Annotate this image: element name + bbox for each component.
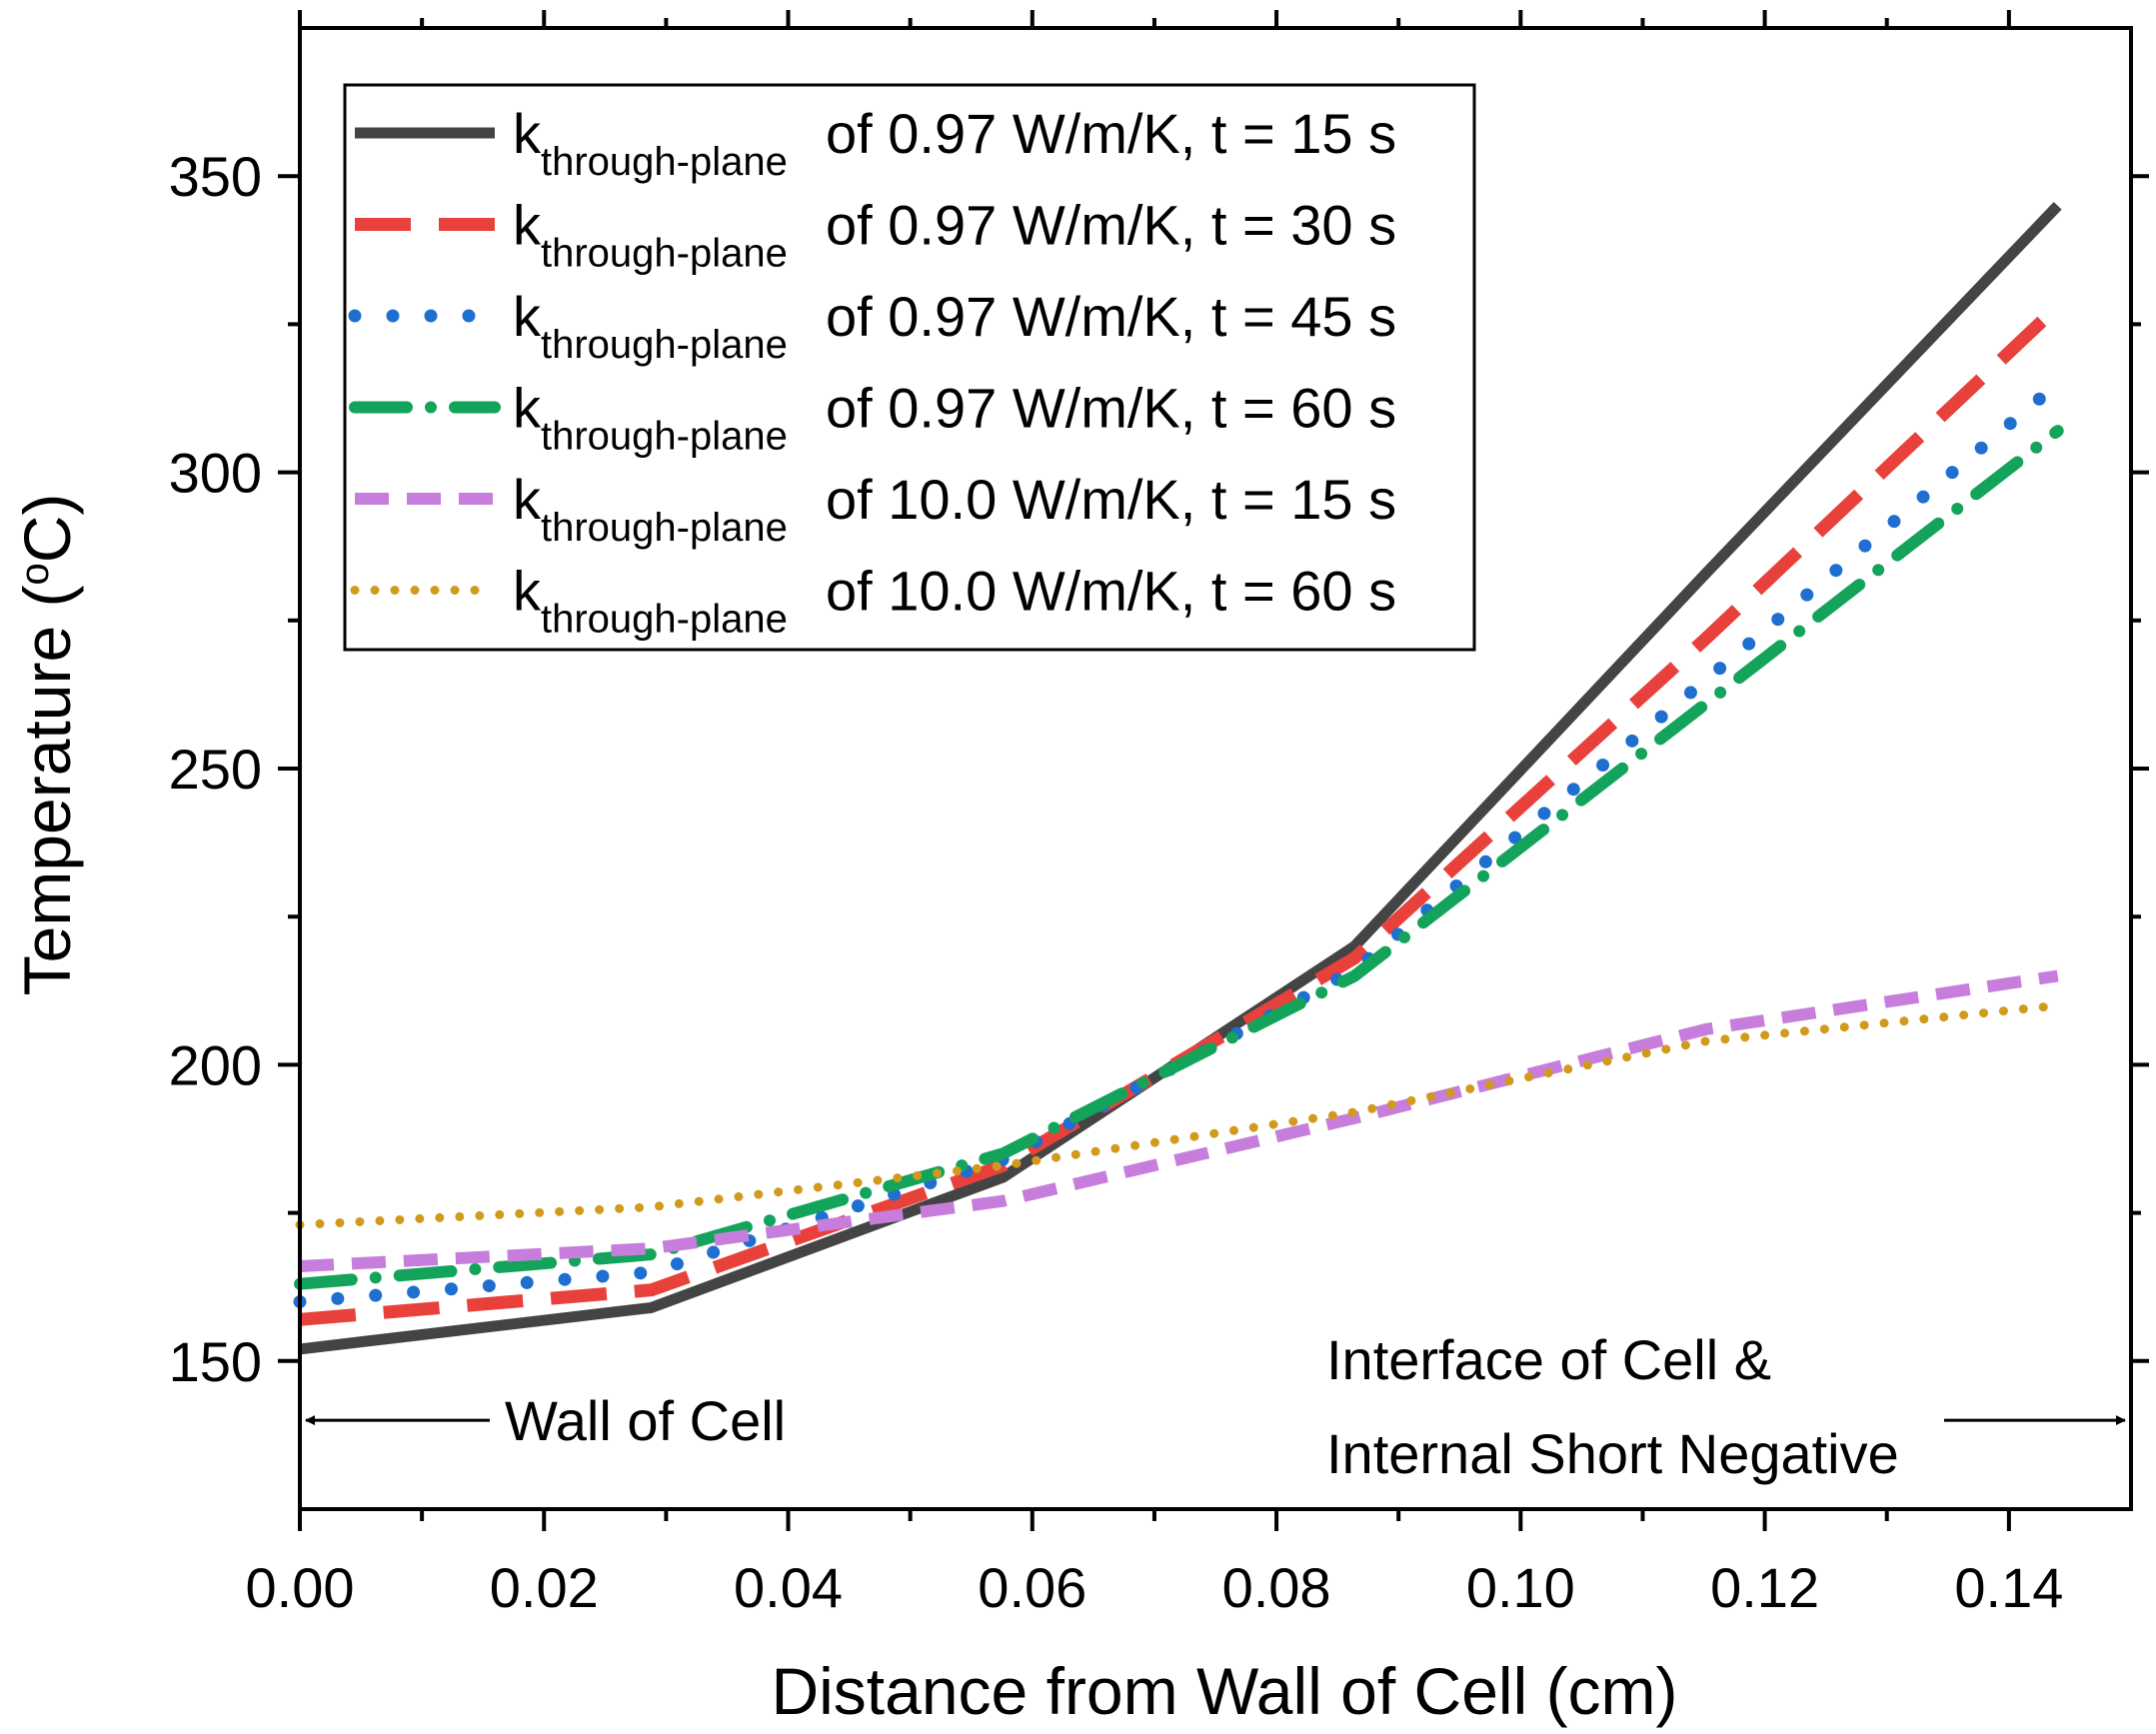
legend-label-5: kthrough-plane of 10.0 W/m/K, t = 15 s bbox=[513, 468, 1396, 550]
legend-k-subscript: through-plane bbox=[541, 598, 788, 642]
x-tick-label: 0.00 bbox=[246, 1556, 355, 1619]
legend-description: of 0.97 W/m/K, t = 15 s bbox=[826, 102, 1396, 165]
y-tick-label: 200 bbox=[169, 1033, 262, 1096]
annotation-layer: Wall of Cell Interface of Cell & Internal … bbox=[305, 1328, 2126, 1485]
legend-k-symbol: k bbox=[513, 468, 542, 531]
legend-k-subscript: through-plane bbox=[541, 323, 788, 367]
interface-label-line2: Internal Short Negative bbox=[1326, 1422, 1899, 1485]
legend-description: of 0.97 W/m/K, t = 45 s bbox=[826, 285, 1396, 348]
axes-layer: 0.00 0.02 0.04 0.06 0.08 0.10 0.12 0.14 150 200 25… bbox=[169, 10, 2149, 1619]
interface-label-line1: Interface of Cell & bbox=[1326, 1328, 1771, 1391]
legend-description: of 10.0 W/m/K, t = 60 s bbox=[826, 560, 1396, 623]
y-tick-label: 350 bbox=[169, 145, 262, 208]
y-tick-label: 250 bbox=[169, 738, 262, 801]
y-axis-title-unit: C) bbox=[10, 494, 84, 564]
legend-k-subscript: through-plane bbox=[541, 506, 788, 550]
series-line-4 bbox=[294, 425, 2064, 1290]
legend-label-2: kthrough-plane of 0.97 W/m/K, t = 30 s bbox=[513, 194, 1396, 276]
legend-k-symbol: k bbox=[513, 285, 542, 348]
legend: kthrough-plane of 0.97 W/m/K, t = 15 skth… bbox=[343, 83, 1476, 652]
legend-label-4: kthrough-plane of 0.97 W/m/K, t = 60 s bbox=[513, 377, 1396, 459]
x-tick-label: 0.10 bbox=[1466, 1556, 1575, 1619]
legend-label-6: kthrough-plane of 10.0 W/m/K, t = 60 s bbox=[513, 560, 1396, 642]
x-tick-label: 0.02 bbox=[490, 1556, 599, 1619]
legend-k-subscript: through-plane bbox=[541, 415, 788, 459]
legend-label-1: kthrough-plane of 0.97 W/m/K, t = 15 s bbox=[513, 102, 1396, 184]
legend-k-symbol: k bbox=[513, 102, 542, 165]
legend-description: of 0.97 W/m/K, t = 60 s bbox=[826, 377, 1396, 440]
legend-description: of 0.97 W/m/K, t = 30 s bbox=[826, 194, 1396, 257]
x-tick-label: 0.04 bbox=[734, 1556, 843, 1619]
x-tick-label: 0.14 bbox=[1954, 1556, 2063, 1619]
series-line-6 bbox=[295, 1000, 2063, 1229]
legend-k-symbol: k bbox=[513, 377, 542, 440]
legend-label-3: kthrough-plane of 0.97 W/m/K, t = 45 s bbox=[513, 285, 1396, 367]
legend-box bbox=[343, 83, 1476, 652]
x-tick-label: 0.12 bbox=[1710, 1556, 1819, 1619]
x-tick-label: 0.08 bbox=[1222, 1556, 1331, 1619]
legend-k-symbol: k bbox=[513, 194, 542, 257]
wall-of-cell-label: Wall of Cell bbox=[505, 1389, 786, 1452]
x-tick-label: 0.06 bbox=[978, 1556, 1086, 1619]
y-tick-label: 300 bbox=[169, 442, 262, 505]
legend-k-subscript: through-plane bbox=[541, 232, 788, 276]
legend-description: of 10.0 W/m/K, t = 15 s bbox=[826, 468, 1396, 531]
y-tick-label: 150 bbox=[169, 1330, 262, 1393]
y-axis-title-superscript: o bbox=[13, 563, 57, 585]
y-axis-title-main: Temperature ( bbox=[10, 586, 84, 996]
y-axis-title: Temperature (oC) bbox=[10, 494, 84, 996]
series-line-5 bbox=[299, 969, 2059, 1272]
legend-k-symbol: k bbox=[513, 560, 542, 623]
legend-k-subscript: through-plane bbox=[541, 140, 788, 184]
x-axis-title: Distance from Wall of Cell (cm) bbox=[771, 1654, 1677, 1728]
series-layer bbox=[293, 201, 2065, 1355]
